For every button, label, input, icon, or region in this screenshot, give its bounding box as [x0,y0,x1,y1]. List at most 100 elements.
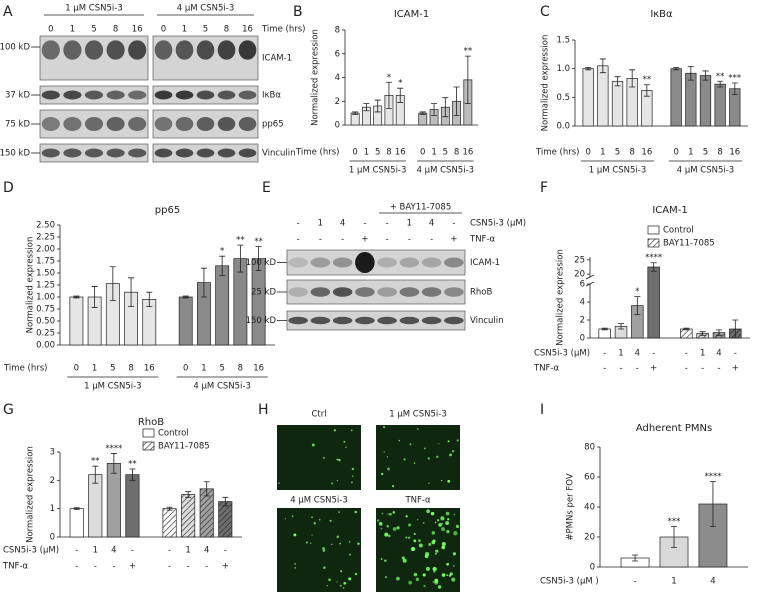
cell [352,475,354,477]
cell [407,536,411,540]
cell [323,566,326,569]
x-tick-label: 16 [395,148,406,158]
x-tick-label: 0 [585,148,590,158]
y-axis-label: #PMNs per FOV [566,473,576,540]
x-tick-label: 0 [352,148,357,158]
group-label: 4 μM CSN5i-3 [417,166,475,176]
blot-band [421,257,442,268]
cell [418,543,423,548]
bar [670,68,682,127]
error-bar [732,319,739,339]
x-axis-label: CSN5i-3 (μM ) [540,577,599,587]
cell [417,428,419,430]
x-tick-label: 16 [641,148,652,158]
protein-label: ICAM-1 [470,258,500,268]
bar [350,112,360,126]
y-tick-label: 2.50 [36,221,55,231]
error-bar [634,296,641,315]
bar [251,258,266,346]
error-bar [453,86,460,116]
cell [434,521,437,524]
y-tick-label: 0.75 [36,305,55,315]
y-tick-label: 0.5 [556,93,570,103]
cell [328,578,332,582]
x-tick-label: 1 [700,349,705,359]
error-bar [73,295,80,299]
mw-marker: 100 kD [0,43,30,53]
significance: **** [645,253,662,263]
error-bar [699,331,706,336]
micrograph [376,425,460,490]
x-tick-label: - [75,562,78,572]
x-tick-label: 1 [201,364,206,374]
x-tick-label: - [168,546,171,556]
cell [383,451,385,453]
blot-band [444,316,464,325]
cell [350,429,353,432]
x-tick-label: - [717,364,720,374]
blot-band [217,148,236,158]
lane-label: 16 [242,25,253,35]
bar [418,112,428,126]
bar [647,266,660,339]
blot-band [217,90,236,100]
cell [305,541,308,544]
blot-band [106,90,125,100]
lane-label: 16 [132,25,143,35]
error-bar [715,329,722,336]
panel-letter: C [540,4,550,20]
blot-band [399,257,420,268]
y-tick-label: 60 [584,473,595,483]
significance: ** [643,75,652,85]
cell [391,484,395,488]
panel-letter: E [262,180,271,196]
lane-label: 1 [182,25,187,35]
x-tick-label: 16 [144,364,155,374]
y-axis-label: Normalized expression [26,237,36,334]
y-tick-label: 20 [574,270,585,280]
significance: **** [105,444,122,454]
cell [318,518,321,521]
x-tick-label: + [129,562,136,572]
x-tick-label: - [131,546,134,556]
lane-row-label: TNF-α [469,235,496,245]
chart-title: IκBα [650,9,673,20]
micrograph-label: 1 μM CSN5i-3 [389,410,447,420]
error-bar [614,76,621,87]
cell [447,479,451,483]
blot-band [399,287,420,297]
lane-label: - [341,235,344,245]
blot-band [41,148,60,158]
y-tick-label: 1.75 [36,257,55,267]
blot-band [238,117,257,131]
protein-label: Vinculin [470,316,504,326]
micrograph-label: TNF-α [404,496,431,506]
lane-label: 4 [429,219,434,229]
y-tick-label: 3 [50,448,55,458]
cell [438,522,443,527]
significance: *** [728,74,741,84]
cell [413,572,418,577]
cell [349,553,351,556]
blot-band [63,90,82,100]
cell [380,527,383,530]
cell [403,458,406,461]
blot-band [310,287,331,297]
lane-label: 0 [48,25,53,35]
error-bar [709,481,716,527]
y-tick-label: 0.25 [36,329,55,339]
error-bar [683,327,690,331]
blot-band [238,148,257,158]
cell [387,467,390,471]
y-tick-label: 1.5 [556,36,570,46]
y-tick-label: 6 [335,49,340,59]
cell [455,524,460,529]
y-tick-label: 8 [335,26,340,36]
bar-hatch [680,329,693,338]
cell [392,527,397,531]
cell [354,510,357,514]
legend-hatch [648,239,659,247]
cell [331,543,333,546]
blot-band [175,148,194,158]
